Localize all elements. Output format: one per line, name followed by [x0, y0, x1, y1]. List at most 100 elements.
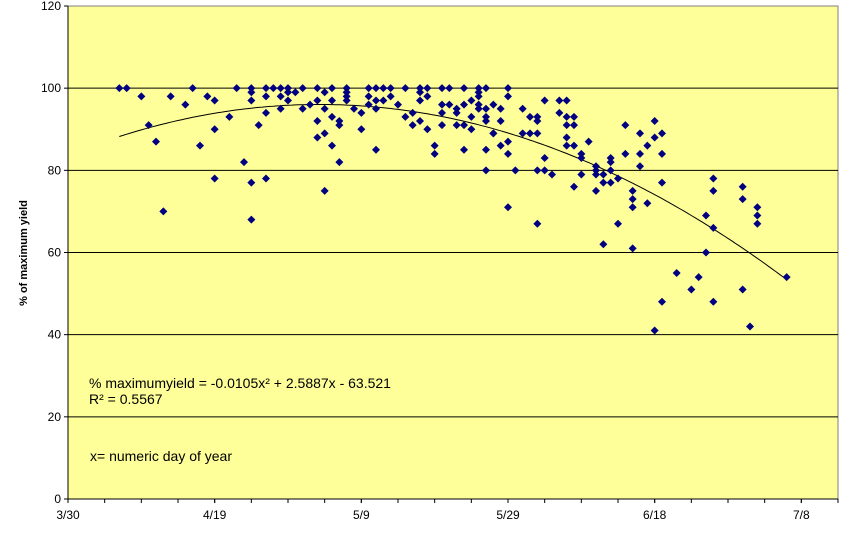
x-tick-label: 5/29 [496, 508, 520, 522]
data-point [298, 84, 307, 93]
data-point [753, 203, 762, 212]
data-point [460, 121, 468, 130]
data-point [738, 285, 747, 294]
data-point [262, 84, 270, 93]
x-tick-label: 3/30 [56, 508, 80, 522]
data-point [709, 297, 718, 306]
data-point [577, 170, 586, 179]
data-point [430, 141, 439, 150]
data-point [247, 96, 256, 105]
data-point [122, 84, 131, 93]
data-point [474, 92, 483, 101]
data-point [467, 125, 476, 134]
data-point [320, 129, 329, 138]
data-point [394, 100, 402, 109]
data-point [782, 273, 791, 282]
data-point [504, 137, 512, 146]
data-point [599, 170, 608, 179]
data-point [210, 174, 219, 183]
data-point [335, 121, 344, 130]
data-point [658, 297, 666, 306]
data-point [144, 121, 153, 130]
data-point [298, 104, 307, 113]
data-point [313, 96, 322, 105]
data-point [474, 84, 483, 93]
data-point [504, 92, 512, 101]
data-point [562, 141, 571, 150]
data-point [247, 84, 256, 93]
data-point [423, 125, 432, 134]
data-point [262, 108, 270, 117]
data-point [562, 96, 571, 105]
y-tick-label: 60 [48, 246, 62, 260]
data-point [401, 84, 410, 93]
y-tick-label: 0 [54, 492, 61, 506]
data-point [342, 88, 351, 97]
data-point [496, 104, 505, 113]
data-point [548, 170, 556, 179]
data-point [276, 92, 285, 101]
data-point [313, 133, 322, 142]
data-point [489, 100, 498, 109]
y-tick-label: 40 [48, 328, 62, 342]
data-point [533, 117, 542, 126]
x-tick-label: 6/18 [643, 508, 667, 522]
data-point [137, 92, 146, 101]
data-point [328, 112, 336, 121]
data-point [291, 88, 300, 97]
data-point [658, 178, 666, 187]
data-point [592, 162, 600, 171]
data-point [570, 121, 578, 130]
data-point [379, 84, 388, 93]
data-point [372, 96, 380, 105]
data-point [364, 100, 373, 109]
data-point [496, 117, 505, 126]
data-point [504, 203, 512, 212]
data-point [379, 96, 388, 105]
data-point [628, 244, 637, 253]
data-point [709, 186, 718, 195]
data-point [247, 88, 256, 97]
data-point [328, 84, 336, 93]
data-point [328, 141, 336, 150]
data-point [210, 96, 219, 105]
data-point [628, 186, 637, 195]
data-point [636, 129, 644, 138]
data-point [460, 145, 468, 154]
data-point [452, 121, 461, 130]
data-point [533, 129, 542, 138]
data-point [526, 129, 534, 138]
data-point [320, 88, 329, 97]
data-point [401, 112, 410, 121]
data-point [599, 178, 608, 187]
r-squared: R² = 0.5567 [89, 391, 163, 407]
data-point [416, 96, 424, 105]
data-point [555, 108, 564, 117]
data-point [350, 104, 358, 113]
data-point [320, 186, 329, 195]
data-point [372, 104, 380, 113]
data-point [364, 84, 373, 93]
data-point [606, 158, 615, 167]
data-point [709, 223, 718, 232]
data-point [416, 117, 424, 126]
y-axis-label: % of maximum yield [18, 200, 30, 306]
data-point [452, 108, 461, 117]
data-point [540, 96, 549, 105]
data-point [504, 149, 512, 158]
data-point [357, 108, 366, 117]
data-point [423, 92, 432, 101]
data-point [746, 322, 754, 331]
data-point [482, 145, 490, 154]
data-point [614, 219, 622, 228]
data-point [518, 129, 527, 138]
data-point [284, 88, 292, 97]
data-point [636, 162, 644, 171]
data-point [159, 207, 168, 216]
trendline-equation: % maximumyield = -0.0105x² + 2.5887x - 6… [89, 375, 391, 391]
data-point [335, 158, 344, 167]
data-point [335, 117, 344, 126]
data-point [628, 195, 637, 204]
data-point [115, 84, 124, 93]
data-point [621, 149, 630, 158]
